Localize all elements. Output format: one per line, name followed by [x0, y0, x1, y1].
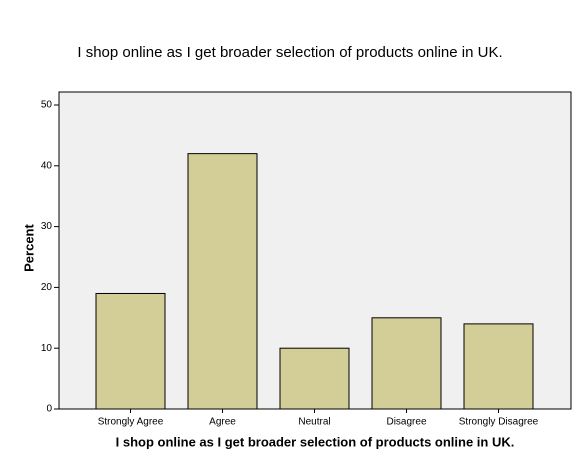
bar — [95, 292, 166, 410]
x-axis-label: I shop online as I get broader selection… — [116, 434, 515, 449]
y-tick-label: 0 — [46, 404, 52, 415]
x-tick-label: Strongly Disagree — [459, 417, 539, 428]
y-tick-label: 20 — [41, 282, 53, 293]
bar — [463, 323, 534, 410]
x-tick-label: Neutral — [298, 417, 330, 428]
bar — [279, 347, 350, 410]
y-axis-label: Percent — [21, 223, 36, 271]
x-tick-label: Agree — [209, 417, 236, 428]
y-tick-label: 30 — [41, 221, 53, 232]
x-tick-label: Strongly Agree — [98, 417, 164, 428]
x-tick-label: Disagree — [386, 417, 426, 428]
chart-title: I shop online as I get broader selection… — [77, 44, 502, 61]
y-tick-label: 40 — [41, 160, 53, 171]
y-tick-label: 10 — [41, 343, 53, 354]
y-tick-label: 50 — [41, 100, 53, 111]
bar — [371, 317, 442, 410]
bar — [187, 153, 258, 410]
